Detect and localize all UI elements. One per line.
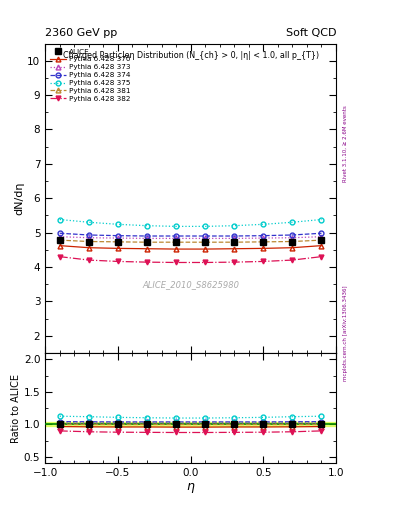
Pythia 6.428 370 bbox=[86, 245, 91, 251]
ALICE bbox=[203, 239, 208, 245]
Pythia 6.428 375 bbox=[86, 219, 91, 225]
Pythia 6.428 381 bbox=[57, 237, 62, 243]
Pythia 6.428 381 bbox=[116, 239, 120, 245]
Pythia 6.428 373 bbox=[203, 236, 208, 242]
Pythia 6.428 374 bbox=[174, 233, 178, 239]
ALICE bbox=[86, 239, 91, 245]
Pythia 6.428 375 bbox=[57, 217, 62, 223]
Line: Pythia 6.428 382: Pythia 6.428 382 bbox=[57, 254, 324, 265]
Pythia 6.428 374 bbox=[319, 230, 324, 237]
Pythia 6.428 382 bbox=[174, 260, 178, 266]
Pythia 6.428 373 bbox=[319, 233, 324, 240]
Pythia 6.428 382 bbox=[145, 259, 149, 265]
Legend: ALICE, Pythia 6.428 370, Pythia 6.428 373, Pythia 6.428 374, Pythia 6.428 375, P: ALICE, Pythia 6.428 370, Pythia 6.428 37… bbox=[49, 47, 132, 103]
Pythia 6.428 381 bbox=[174, 239, 178, 245]
Line: Pythia 6.428 373: Pythia 6.428 373 bbox=[57, 234, 324, 241]
Pythia 6.428 375 bbox=[116, 221, 120, 227]
Pythia 6.428 370 bbox=[232, 246, 237, 252]
Pythia 6.428 375 bbox=[290, 219, 295, 225]
Pythia 6.428 382 bbox=[203, 260, 208, 266]
Pythia 6.428 373 bbox=[57, 233, 62, 240]
ALICE bbox=[57, 237, 62, 243]
Pythia 6.428 370 bbox=[319, 243, 324, 249]
Pythia 6.428 374 bbox=[203, 233, 208, 239]
Line: Pythia 6.428 374: Pythia 6.428 374 bbox=[57, 231, 324, 239]
Pythia 6.428 373 bbox=[145, 236, 149, 242]
Y-axis label: Ratio to ALICE: Ratio to ALICE bbox=[11, 374, 21, 442]
ALICE bbox=[174, 239, 178, 245]
Pythia 6.428 375 bbox=[203, 223, 208, 229]
Pythia 6.428 382 bbox=[86, 257, 91, 263]
Pythia 6.428 370 bbox=[203, 246, 208, 252]
Pythia 6.428 374 bbox=[232, 233, 237, 239]
Text: Rivet 3.1.10, ≥ 2.6M events: Rivet 3.1.10, ≥ 2.6M events bbox=[343, 105, 348, 182]
Pythia 6.428 370 bbox=[145, 246, 149, 252]
Pythia 6.428 373 bbox=[86, 234, 91, 241]
Pythia 6.428 375 bbox=[174, 223, 178, 229]
Pythia 6.428 374 bbox=[290, 232, 295, 238]
Y-axis label: dN/dη: dN/dη bbox=[15, 181, 24, 215]
Pythia 6.428 382 bbox=[57, 253, 62, 260]
Pythia 6.428 374 bbox=[116, 232, 120, 239]
Pythia 6.428 373 bbox=[232, 236, 237, 242]
Line: Pythia 6.428 370: Pythia 6.428 370 bbox=[57, 243, 324, 251]
Pythia 6.428 374 bbox=[261, 232, 266, 239]
Text: 2360 GeV pp: 2360 GeV pp bbox=[45, 28, 118, 38]
Pythia 6.428 382 bbox=[290, 257, 295, 263]
Pythia 6.428 375 bbox=[319, 217, 324, 223]
Line: Pythia 6.428 375: Pythia 6.428 375 bbox=[57, 217, 324, 229]
Pythia 6.428 381 bbox=[232, 239, 237, 245]
Pythia 6.428 370 bbox=[261, 245, 266, 251]
Pythia 6.428 382 bbox=[319, 253, 324, 260]
Pythia 6.428 374 bbox=[86, 232, 91, 238]
Pythia 6.428 375 bbox=[232, 223, 237, 229]
Pythia 6.428 381 bbox=[319, 237, 324, 243]
Bar bbox=[45, 422, 336, 426]
Pythia 6.428 370 bbox=[290, 245, 295, 251]
Line: Pythia 6.428 381: Pythia 6.428 381 bbox=[57, 238, 324, 245]
ALICE bbox=[290, 239, 295, 245]
Pythia 6.428 370 bbox=[174, 246, 178, 252]
Pythia 6.428 370 bbox=[57, 243, 62, 249]
Pythia 6.428 381 bbox=[86, 239, 91, 245]
Text: Soft QCD: Soft QCD bbox=[286, 28, 336, 38]
Pythia 6.428 374 bbox=[145, 233, 149, 239]
X-axis label: η: η bbox=[187, 480, 195, 493]
Pythia 6.428 373 bbox=[290, 234, 295, 241]
Text: mcplots.cern.ch [arXiv:1306.3436]: mcplots.cern.ch [arXiv:1306.3436] bbox=[343, 285, 348, 380]
Pythia 6.428 382 bbox=[116, 259, 120, 265]
Pythia 6.428 373 bbox=[116, 235, 120, 241]
ALICE bbox=[145, 239, 149, 245]
ALICE bbox=[319, 237, 324, 243]
Pythia 6.428 375 bbox=[145, 223, 149, 229]
Pythia 6.428 382 bbox=[261, 259, 266, 265]
ALICE bbox=[232, 239, 237, 245]
Pythia 6.428 381 bbox=[290, 239, 295, 245]
Pythia 6.428 381 bbox=[261, 239, 266, 245]
Pythia 6.428 374 bbox=[57, 230, 62, 237]
Pythia 6.428 373 bbox=[174, 236, 178, 242]
Line: ALICE: ALICE bbox=[57, 237, 325, 245]
Text: Charged Particleη Distribution (N_{ch} > 0, |η| < 1.0, all p_{T}): Charged Particleη Distribution (N_{ch} >… bbox=[62, 51, 319, 60]
Pythia 6.428 373 bbox=[261, 235, 266, 241]
Pythia 6.428 381 bbox=[203, 239, 208, 245]
Pythia 6.428 382 bbox=[232, 259, 237, 265]
Pythia 6.428 375 bbox=[261, 221, 266, 227]
Pythia 6.428 370 bbox=[116, 245, 120, 251]
Pythia 6.428 381 bbox=[145, 239, 149, 245]
Text: ALICE_2010_S8625980: ALICE_2010_S8625980 bbox=[142, 280, 239, 289]
ALICE bbox=[261, 239, 266, 245]
ALICE bbox=[116, 239, 120, 245]
